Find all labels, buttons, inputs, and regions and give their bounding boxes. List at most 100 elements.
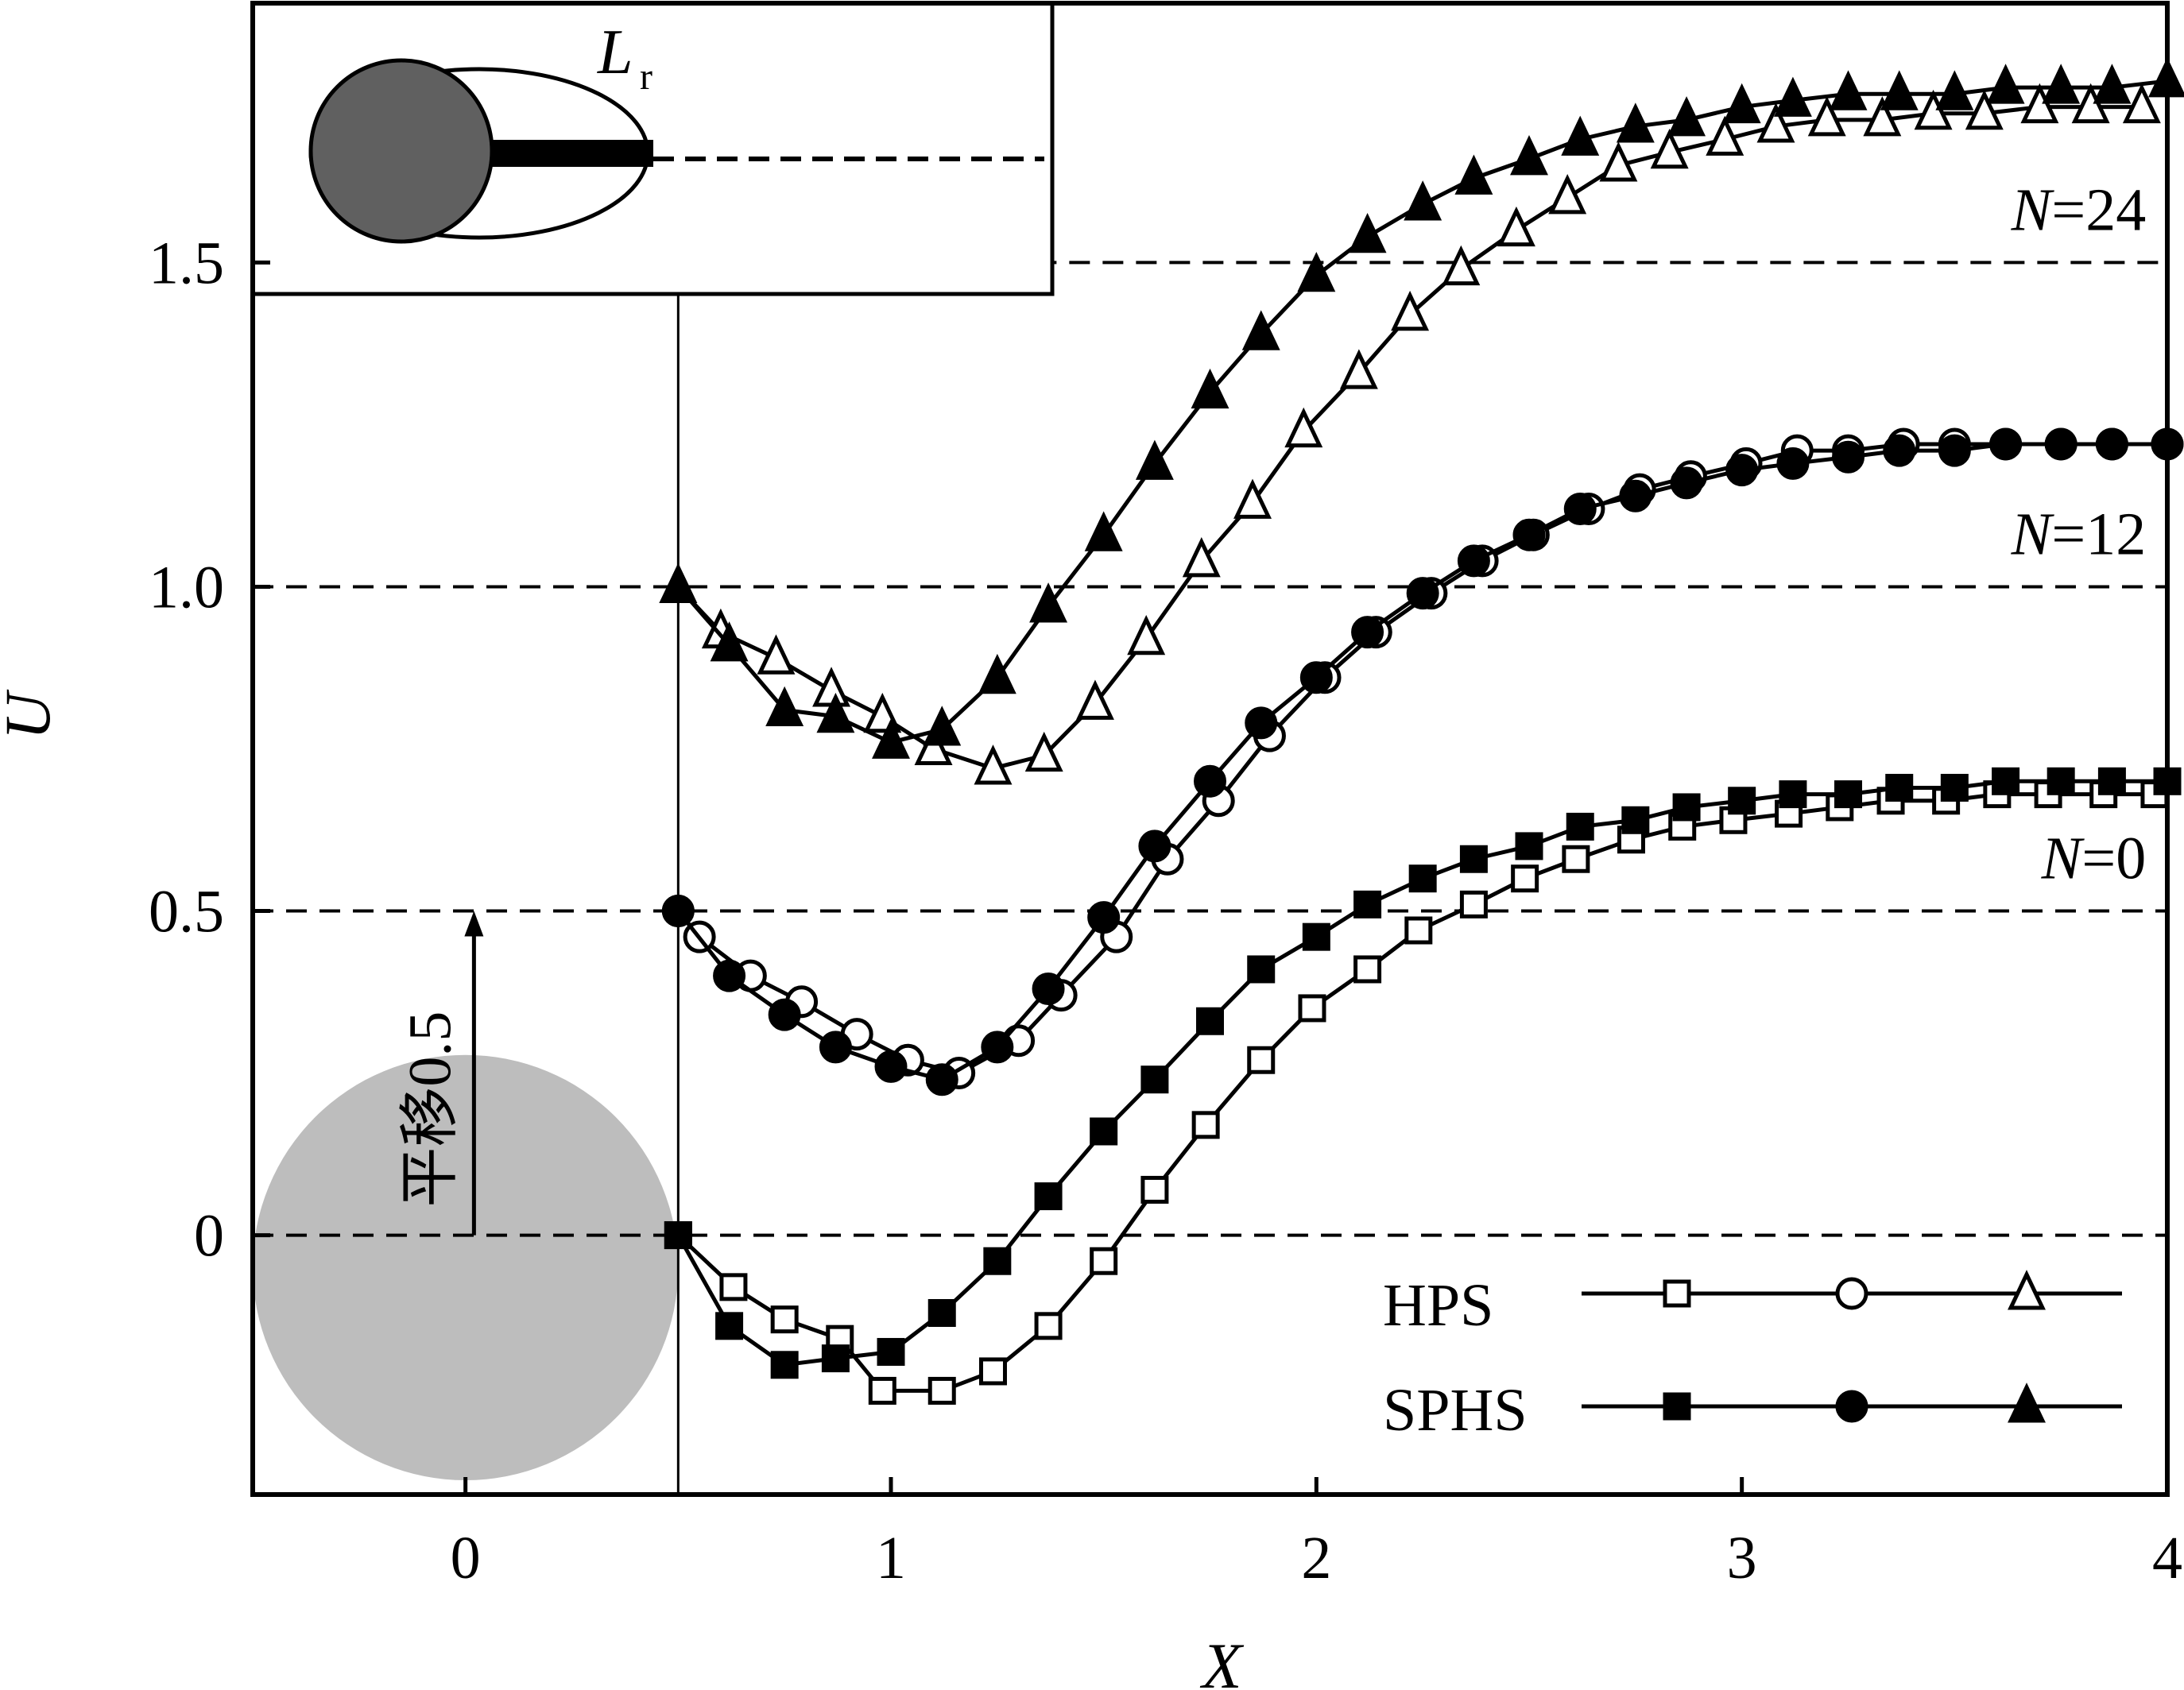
series-3-point-2 (768, 998, 801, 1031)
y-tick-label-3: 1.5 (149, 230, 224, 296)
series-0-point-10 (1191, 1111, 1220, 1139)
series-3-point-14 (1406, 577, 1439, 610)
series-0-point-1 (719, 1273, 748, 1301)
inset-wake-length-bar (485, 140, 653, 167)
series-4-point-10 (1182, 537, 1221, 578)
series-5-point-23 (1880, 70, 1919, 110)
series-1-point-27 (2097, 767, 2126, 795)
series-0-point-6 (978, 1357, 1007, 1386)
series-3-point-8 (1087, 901, 1121, 934)
series-5-point-12 (1297, 251, 1336, 292)
y-axis-title: U (0, 689, 64, 740)
series-5-point-11 (1241, 310, 1280, 350)
series-0-point-4 (868, 1376, 896, 1405)
cylinder-shape (253, 1054, 679, 1481)
series-5-point-9 (1135, 439, 1174, 480)
y-axis-ticks: 0 0.5 1.0 1.5 (149, 230, 270, 1270)
series-4-point-19 (1650, 128, 1689, 169)
series-1-point-18 (1621, 806, 1650, 834)
y-tick-label-0: 0 (194, 1203, 224, 1270)
series-4-point-3 (812, 667, 851, 707)
series-1-point-1 (715, 1312, 744, 1340)
series-3-point-12 (1299, 661, 1333, 694)
series-1-point-21 (1779, 780, 1807, 809)
series-3-point-6 (981, 1031, 1014, 1064)
series-5-point-21 (1773, 76, 1812, 117)
x-axis-title: X (1199, 1630, 1244, 1690)
legend-marker-1-0 (1663, 1392, 1691, 1421)
series-5-point-16 (1510, 135, 1548, 176)
series-4-point-20 (1706, 115, 1744, 156)
series-4-point-18 (1599, 141, 1638, 182)
series-4-point-16 (1497, 206, 1535, 247)
group-label-2: N=24 (2011, 177, 2147, 244)
series-5-point-3 (816, 692, 855, 733)
inset-label-L: L (597, 17, 633, 87)
series-4-point-2 (757, 634, 796, 675)
y-tick-label-1: 0.5 (149, 879, 224, 946)
series-3-point-17 (1563, 493, 1597, 526)
inset-diagram: L r (250, 1, 1055, 296)
series-3-point-25 (1989, 427, 2023, 461)
series-5-point-17 (1561, 115, 1600, 156)
x-tick-label-0: 0 (451, 1525, 481, 1591)
series-3-point-15 (1457, 544, 1490, 578)
series-5-point-2 (765, 686, 804, 727)
series-5-point-26 (2042, 64, 2081, 104)
series-1-point-24 (1940, 773, 1969, 802)
series-0-point-14 (1404, 916, 1433, 945)
series-3-point-3 (819, 1031, 852, 1064)
series-1-point-11 (1247, 955, 1276, 984)
series-0-point-11 (1247, 1046, 1276, 1074)
series-0-point-5 (927, 1376, 956, 1405)
series-1-point-9 (1140, 1065, 1169, 1094)
series-5-point-7 (1029, 582, 1068, 623)
series-1-point-8 (1090, 1117, 1118, 1146)
inset-cylinder (308, 58, 494, 244)
series-5-point-20 (1722, 83, 1761, 124)
legend-label-sphs: SPHS (1383, 1377, 1528, 1444)
legend: HPS SPHS (1383, 1270, 2122, 1444)
series-5-point-5 (923, 706, 962, 746)
series-5 (659, 57, 2184, 759)
y-tick-label-2: 1.0 (149, 554, 224, 621)
series-4-point-28 (2122, 83, 2161, 124)
series-5-point-6 (978, 653, 1016, 694)
legend-marker-0-0 (1663, 1279, 1691, 1308)
legend-marks (1582, 1270, 2122, 1423)
x-tick-label-1: 1 (876, 1525, 906, 1591)
series-4-point-17 (1548, 174, 1587, 215)
shift-arrow-head (464, 911, 484, 937)
series-5-point-8 (1084, 511, 1123, 551)
legend-marker-1-2 (2008, 1383, 2046, 1423)
series-4-point-25 (1965, 89, 2004, 130)
series-4-point-6 (974, 744, 1013, 785)
series-3-point-24 (1938, 434, 1971, 467)
x-tick-label-4: 4 (2152, 1525, 2182, 1591)
series-5-point-27 (2093, 64, 2132, 104)
series-3-point-22 (1832, 440, 1865, 474)
series-4-point-26 (2020, 83, 2059, 124)
series-4-point-23 (1863, 96, 1902, 137)
series-5-point-19 (1667, 96, 1706, 137)
series-4-point-7 (1024, 731, 1063, 772)
series-5-point-18 (1616, 102, 1655, 143)
series-3-point-4 (874, 1050, 908, 1083)
series-5-point-25 (1986, 64, 2025, 104)
series-1-point-10 (1196, 1007, 1224, 1035)
inset-label-r: r (640, 56, 652, 98)
series-4-point-14 (1391, 290, 1430, 331)
series-5-point-10 (1191, 368, 1229, 409)
x-tick-label-3: 3 (1727, 1525, 1757, 1591)
series-0-point-2 (770, 1305, 799, 1334)
series-5-point-0 (659, 563, 698, 603)
legend-marker-0-1 (1835, 1277, 1868, 1310)
series-3-point-10 (1194, 764, 1226, 798)
series-4-point-5 (914, 725, 953, 765)
series-0-point-8 (1090, 1247, 1118, 1275)
series-0-point-15 (1459, 890, 1488, 918)
cylinder-layer (253, 1054, 679, 1481)
series-1-point-7 (1034, 1182, 1063, 1211)
series-1-point-3 (821, 1344, 850, 1373)
series-4-point-12 (1284, 407, 1323, 448)
